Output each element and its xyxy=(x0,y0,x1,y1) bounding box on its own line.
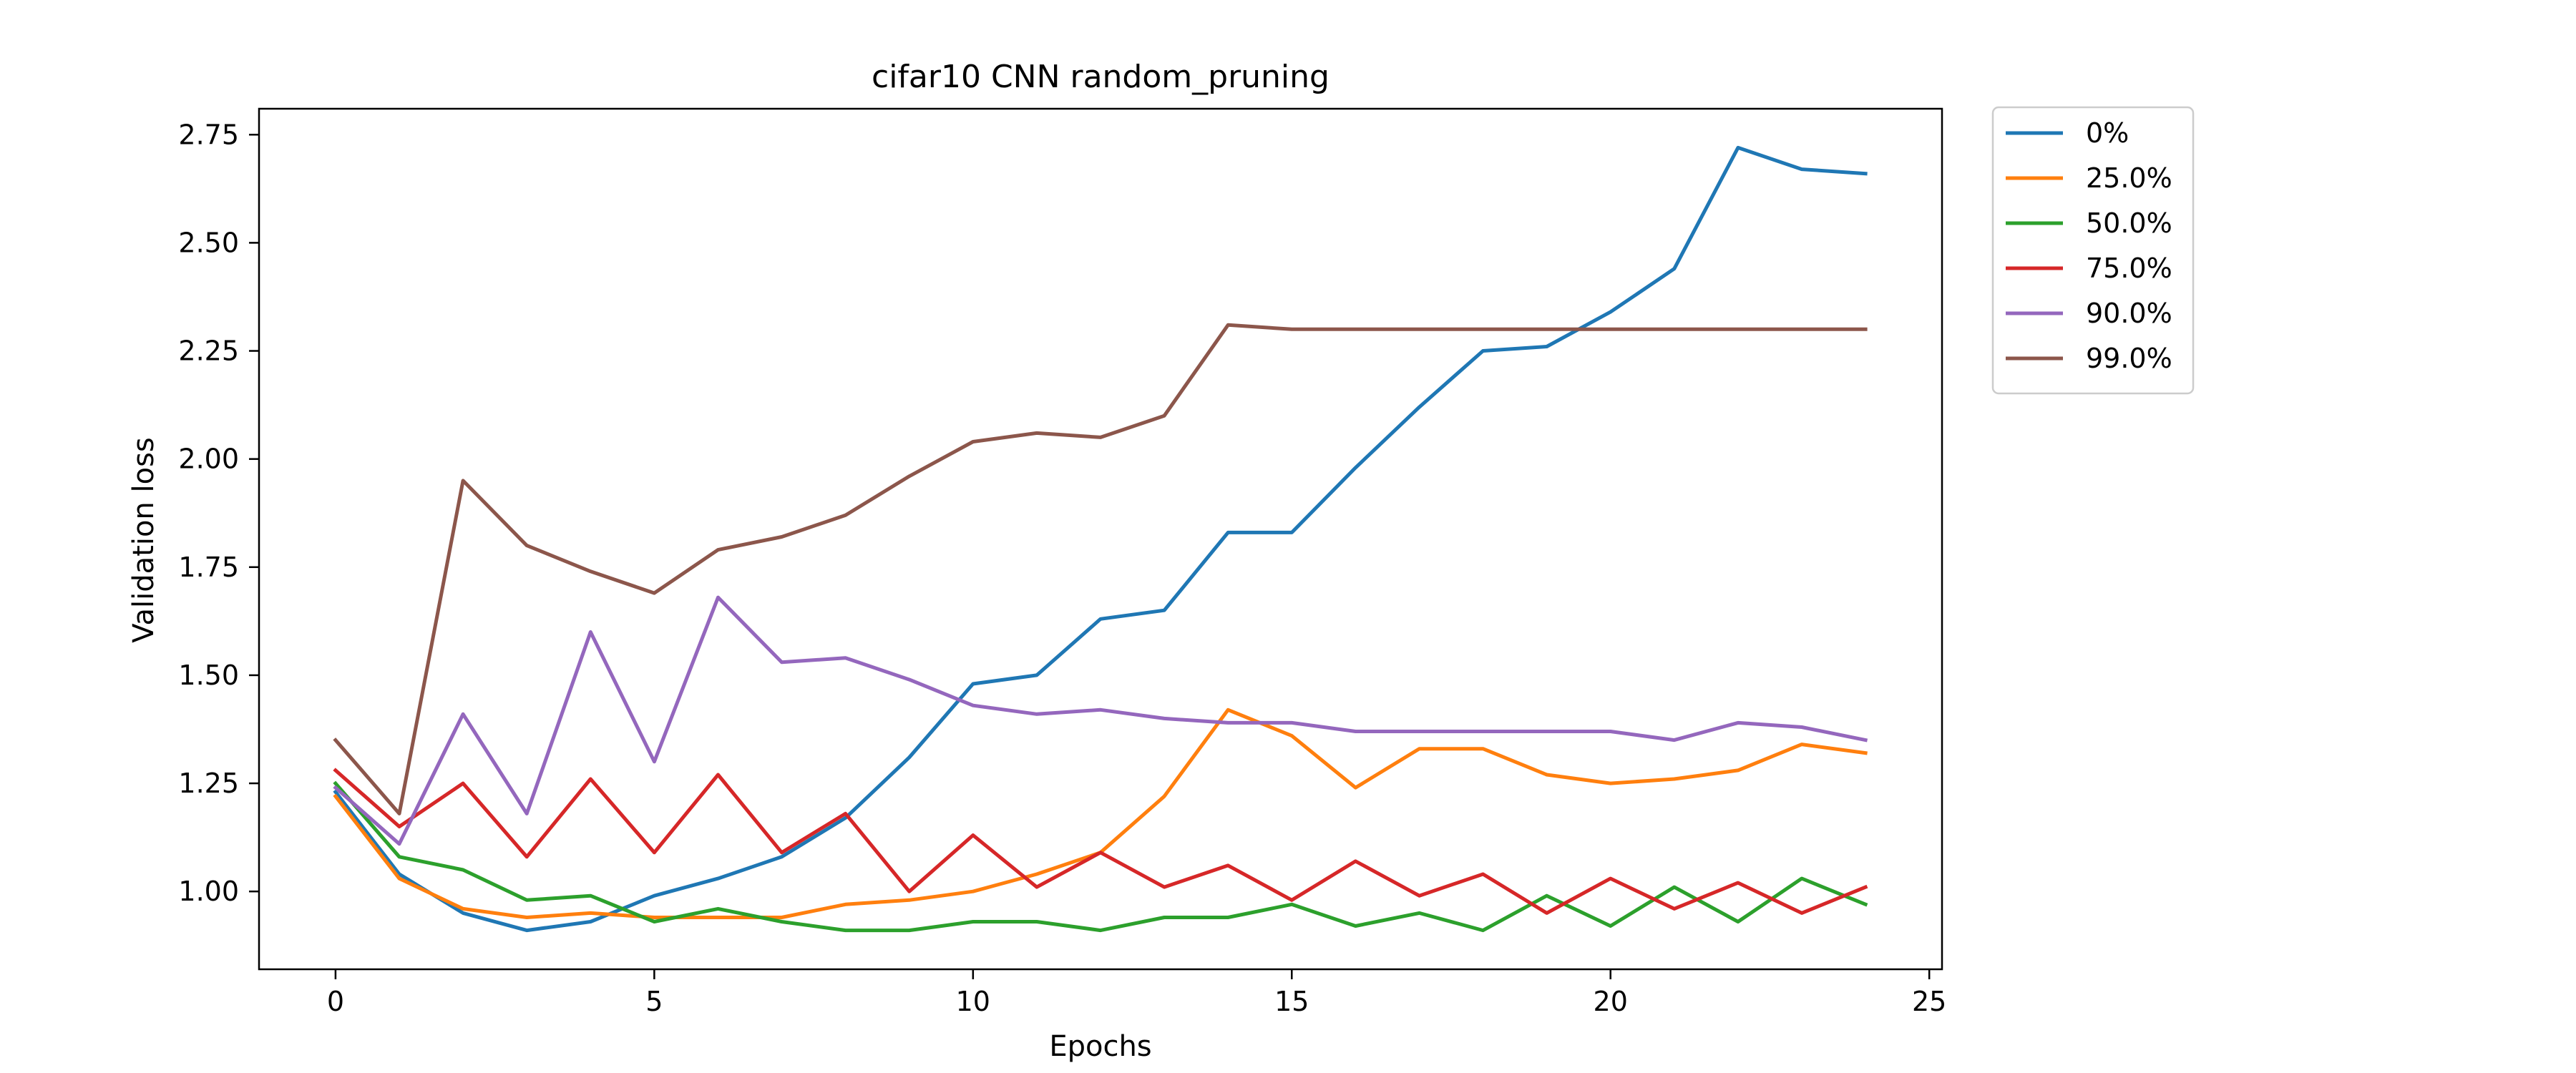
x-tick-label: 25 xyxy=(1912,986,1946,1017)
y-axis: 1.00 1.25 1.50 1.75 2.00 2.25 2.50 2.75 xyxy=(178,119,259,907)
series-line-2 xyxy=(333,780,1868,933)
series-line-0 xyxy=(333,145,1868,933)
legend-label-0: 0% xyxy=(2086,117,2129,149)
series-line-1 xyxy=(333,707,1868,919)
series-line-5 xyxy=(333,323,1868,815)
y-tick-label: 1.50 xyxy=(178,660,239,691)
x-axis-label: Epochs xyxy=(1049,1030,1151,1063)
y-tick-label: 2.25 xyxy=(178,335,239,367)
y-tick-label: 1.00 xyxy=(178,876,239,907)
y-tick-label: 2.00 xyxy=(178,444,239,475)
y-tick-label: 2.75 xyxy=(178,119,239,150)
plot-area xyxy=(258,107,1943,971)
y-tick-label: 1.75 xyxy=(178,552,239,583)
chart-title: cifar10 CNN random_pruning xyxy=(872,59,1330,95)
legend-label-2: 50.0% xyxy=(2086,207,2172,239)
y-tick-label: 1.25 xyxy=(178,768,239,799)
x-tick-label: 20 xyxy=(1594,986,1628,1017)
y-tick-label: 2.50 xyxy=(178,227,239,258)
series-line-4 xyxy=(333,595,1868,846)
y-axis-label: Validation loss xyxy=(127,437,160,643)
legend-label-4: 90.0% xyxy=(2086,298,2172,329)
legend: 0% 25.0% 50.0% 75.0% 90.0% 99.0% xyxy=(1991,106,2195,395)
x-tick-label: 10 xyxy=(956,986,990,1017)
legend-label-3: 75.0% xyxy=(2086,253,2172,284)
legend-label-5: 99.0% xyxy=(2086,343,2172,374)
x-axis: 0 5 10 15 20 25 xyxy=(327,969,1946,1017)
x-tick-label: 5 xyxy=(645,986,663,1017)
series-line-3 xyxy=(333,768,1868,915)
axes-frame xyxy=(258,107,1943,971)
x-tick-label: 15 xyxy=(1274,986,1309,1017)
legend-label-1: 25.0% xyxy=(2086,162,2172,194)
x-tick-label: 0 xyxy=(327,986,344,1017)
